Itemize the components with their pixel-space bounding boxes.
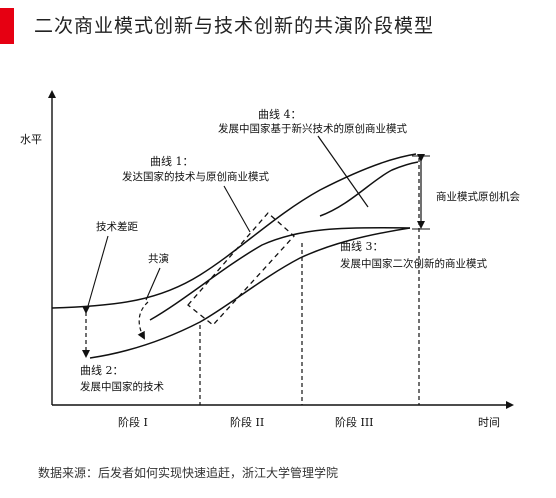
curve-1-line	[51, 153, 417, 309]
curve-4-name: 曲线 4：	[258, 107, 302, 121]
stage-label-3: 阶段 III	[335, 415, 374, 429]
curve-3-name: 曲线 3：	[340, 239, 384, 253]
catch-up-window	[187, 212, 295, 326]
stage-label-1: 阶段 I	[118, 415, 148, 429]
coevolution-label: 共演	[148, 252, 169, 265]
coevolution-pointer	[145, 267, 161, 301]
curve-1-desc: 发达国家的技术与原创商业模式	[122, 170, 269, 183]
title-accent-bar	[0, 8, 14, 44]
x-axis-label: 时间	[478, 416, 500, 429]
curve-3-line	[149, 226, 411, 321]
opportunity-label: 商业模式原创机会	[436, 190, 520, 203]
curve-1-name: 曲线 1：	[150, 154, 194, 168]
tech-gap-pointer	[87, 235, 109, 307]
curve-4-desc: 发展中国家基于新兴技术的原创商业模式	[218, 122, 407, 135]
y-axis-label: 水平	[20, 133, 42, 146]
curve-2-line	[89, 227, 411, 359]
curve-3-desc: 发展中国家二次创新的商业模式	[340, 257, 487, 270]
curve-1-pointer	[223, 185, 251, 233]
curve-4-line	[319, 161, 419, 217]
curve-2-desc: 发展中国家的技术	[80, 380, 164, 393]
tech-gap-label: 技术差距	[96, 220, 138, 233]
data-source: 数据来源：后发者如何实现快速追赶，浙江大学管理学院	[38, 466, 339, 480]
curve-4-pointer	[317, 135, 369, 208]
coevolution-arrow	[137, 301, 149, 340]
curve-2-name: 曲线 2：	[80, 363, 124, 377]
stage-label-2: 阶段 II	[230, 415, 264, 429]
page-title: 二次商业模式创新与技术创新的共演阶段模型	[34, 15, 435, 37]
